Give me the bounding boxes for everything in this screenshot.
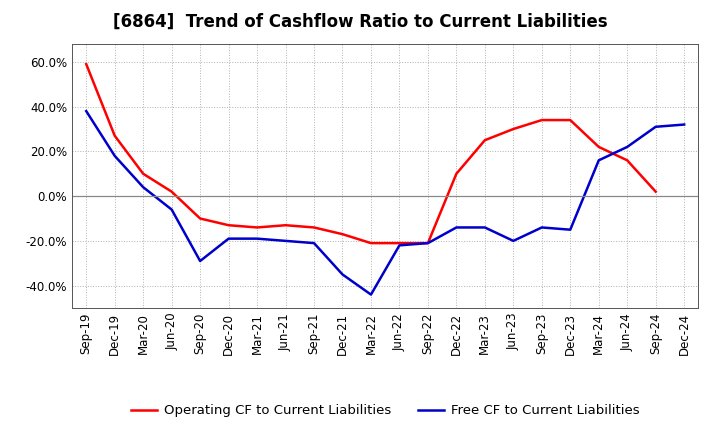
Free CF to Current Liabilities xyxy=(139,184,148,190)
Free CF to Current Liabilities xyxy=(167,207,176,212)
Free CF to Current Liabilities xyxy=(253,236,261,241)
Line: Free CF to Current Liabilities: Free CF to Current Liabilities xyxy=(86,111,684,294)
Operating CF to Current Liabilities xyxy=(537,117,546,123)
Operating CF to Current Liabilities xyxy=(82,62,91,67)
Operating CF to Current Liabilities xyxy=(566,117,575,123)
Free CF to Current Liabilities xyxy=(196,258,204,264)
Free CF to Current Liabilities xyxy=(595,158,603,163)
Operating CF to Current Liabilities xyxy=(139,171,148,176)
Free CF to Current Liabilities xyxy=(110,153,119,158)
Operating CF to Current Liabilities xyxy=(652,189,660,194)
Free CF to Current Liabilities xyxy=(480,225,489,230)
Operating CF to Current Liabilities xyxy=(366,241,375,246)
Line: Operating CF to Current Liabilities: Operating CF to Current Liabilities xyxy=(86,64,656,243)
Operating CF to Current Liabilities xyxy=(623,158,631,163)
Operating CF to Current Liabilities xyxy=(423,241,432,246)
Operating CF to Current Liabilities xyxy=(282,223,290,228)
Free CF to Current Liabilities xyxy=(566,227,575,232)
Operating CF to Current Liabilities xyxy=(395,241,404,246)
Free CF to Current Liabilities xyxy=(423,241,432,246)
Operating CF to Current Liabilities xyxy=(595,144,603,150)
Free CF to Current Liabilities xyxy=(282,238,290,243)
Operating CF to Current Liabilities xyxy=(253,225,261,230)
Free CF to Current Liabilities xyxy=(338,272,347,277)
Free CF to Current Liabilities xyxy=(225,236,233,241)
Free CF to Current Liabilities xyxy=(623,144,631,150)
Free CF to Current Liabilities xyxy=(509,238,518,243)
Free CF to Current Liabilities xyxy=(395,243,404,248)
Operating CF to Current Liabilities xyxy=(310,225,318,230)
Legend: Operating CF to Current Liabilities, Free CF to Current Liabilities: Operating CF to Current Liabilities, Fre… xyxy=(126,399,644,423)
Operating CF to Current Liabilities xyxy=(509,126,518,132)
Operating CF to Current Liabilities xyxy=(338,231,347,237)
Free CF to Current Liabilities xyxy=(452,225,461,230)
Operating CF to Current Liabilities xyxy=(196,216,204,221)
Text: [6864]  Trend of Cashflow Ratio to Current Liabilities: [6864] Trend of Cashflow Ratio to Curren… xyxy=(113,13,607,31)
Free CF to Current Liabilities xyxy=(652,124,660,129)
Operating CF to Current Liabilities xyxy=(225,223,233,228)
Free CF to Current Liabilities xyxy=(537,225,546,230)
Free CF to Current Liabilities xyxy=(82,109,91,114)
Free CF to Current Liabilities xyxy=(680,122,688,127)
Operating CF to Current Liabilities xyxy=(452,171,461,176)
Free CF to Current Liabilities xyxy=(310,241,318,246)
Operating CF to Current Liabilities xyxy=(110,133,119,138)
Operating CF to Current Liabilities xyxy=(167,189,176,194)
Operating CF to Current Liabilities xyxy=(480,138,489,143)
Free CF to Current Liabilities xyxy=(366,292,375,297)
